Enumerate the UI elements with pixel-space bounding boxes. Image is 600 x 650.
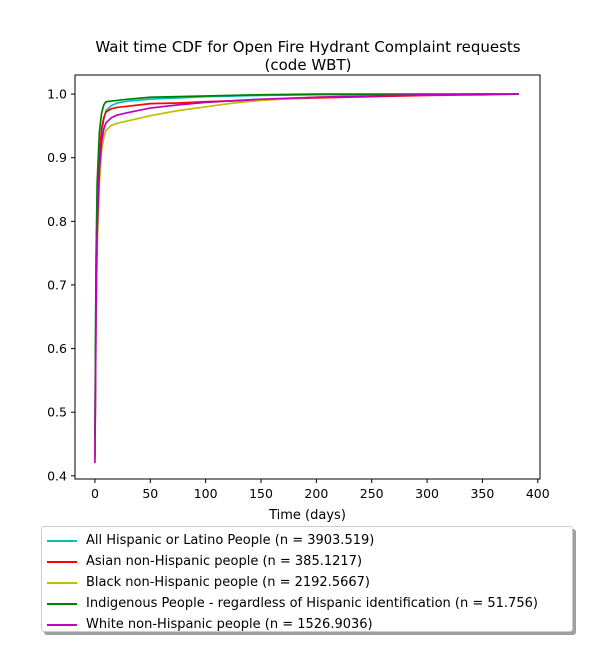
series-line-2 <box>94 93 519 457</box>
legend-label: Indigenous People - regardless of Hispan… <box>86 596 538 611</box>
x-tick-label: 300 <box>415 486 439 501</box>
series-line-1 <box>94 93 519 457</box>
chart-legend: All Hispanic or Latino People (n = 3903.… <box>41 526 573 632</box>
legend-label: Black non-Hispanic people (n = 2192.5667… <box>86 575 370 590</box>
legend-label: Asian non-Hispanic people (n = 385.1217) <box>86 554 363 569</box>
y-axis: 0.4 0.5 0.6 0.7 0.8 0.9 1.0 <box>47 87 75 483</box>
legend-item: All Hispanic or Latino People (n = 3903.… <box>42 530 572 551</box>
legend-swatch <box>47 540 77 542</box>
cdf-chart: Wait time CDF for Open Fire Hydrant Comp… <box>47 38 550 523</box>
x-tick-label: 100 <box>194 486 218 501</box>
legend-item: Indigenous People - regardless of Hispan… <box>42 593 572 614</box>
legend-label: White non-Hispanic people (n = 1526.9036… <box>86 617 373 632</box>
legend-swatch <box>47 582 77 584</box>
legend-item: Asian non-Hispanic people (n = 385.1217) <box>42 551 572 572</box>
series-layer <box>94 93 519 464</box>
x-axis-label: Time (days) <box>268 508 346 523</box>
y-tick-label: 0.8 <box>47 214 67 229</box>
x-axis: 0 50 100 150 200 250 300 350 400 <box>91 479 550 501</box>
legend-label: All Hispanic or Latino People (n = 3903.… <box>86 533 375 548</box>
legend-item: White non-Hispanic people (n = 1526.9036… <box>42 614 572 635</box>
y-tick-label: 0.7 <box>47 277 67 292</box>
y-tick-label: 0.6 <box>47 341 67 356</box>
x-tick-label: 200 <box>304 486 328 501</box>
series-line-3 <box>94 93 519 438</box>
legend-item: Black non-Hispanic people (n = 2192.5667… <box>42 572 572 593</box>
x-tick-label: 350 <box>470 486 494 501</box>
chart-title-line-2: (code WBT) <box>265 56 352 74</box>
legend-swatch <box>47 624 77 626</box>
y-tick-label: 1.0 <box>47 87 67 102</box>
chart-title-line-1: Wait time CDF for Open Fire Hydrant Comp… <box>95 38 520 56</box>
plot-frame <box>74 74 541 480</box>
y-tick-label: 0.5 <box>47 405 67 420</box>
y-tick-label: 0.4 <box>47 468 67 483</box>
series-line-4 <box>94 93 519 464</box>
x-tick-label: 50 <box>142 486 158 501</box>
x-tick-label: 250 <box>360 486 384 501</box>
x-tick-label: 0 <box>91 486 99 501</box>
x-tick-label: 400 <box>526 486 550 501</box>
x-tick-label: 150 <box>249 486 273 501</box>
legend-swatch <box>47 603 77 605</box>
legend-swatch <box>47 561 77 563</box>
series-line-0 <box>94 93 519 445</box>
y-tick-label: 0.9 <box>47 150 67 165</box>
